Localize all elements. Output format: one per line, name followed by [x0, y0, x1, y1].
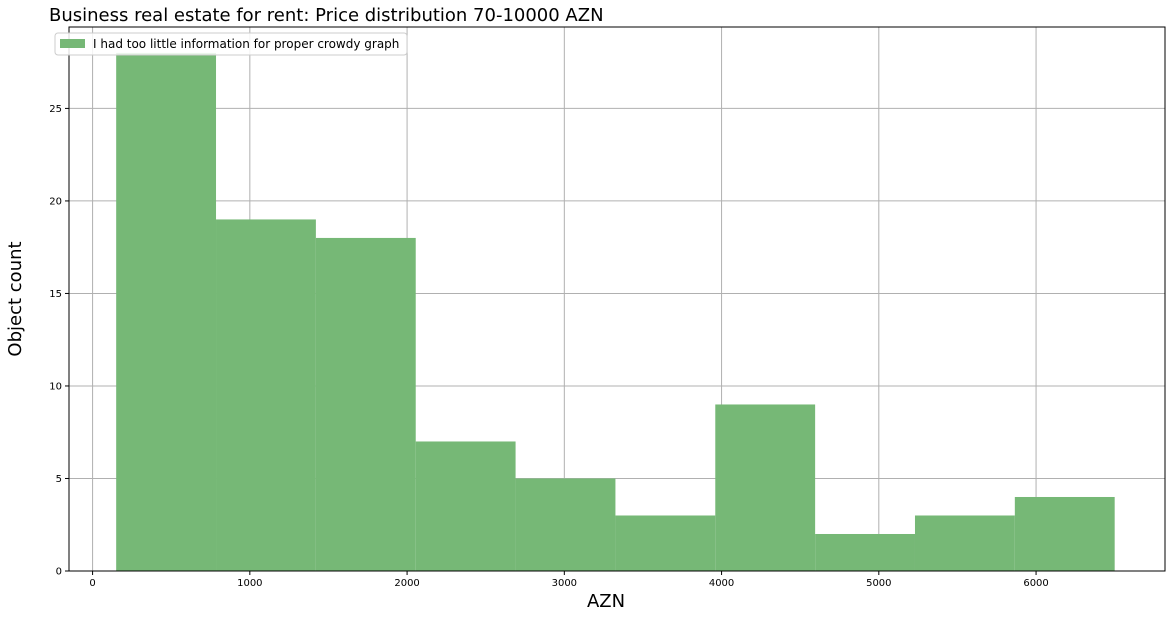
x-tick-label-1: 1000	[237, 578, 262, 589]
histogram-bar-6	[715, 404, 816, 571]
histogram-bar-1	[216, 219, 316, 572]
histogram-bar-2	[315, 237, 416, 571]
y-tick-label-3: 15	[49, 289, 62, 300]
histogram-bar-4	[515, 478, 616, 571]
y-axis-label: Object count	[5, 241, 26, 356]
histogram-bar-8	[914, 515, 1015, 571]
histogram-bar-3	[415, 441, 516, 571]
y-tick-label-4: 20	[49, 196, 62, 207]
x-tick-label-2: 2000	[394, 578, 419, 589]
legend-box	[54, 32, 408, 56]
x-axis-ticks: 0 1000 2000 3000 4000 5000 6000	[89, 571, 1049, 589]
x-tick-label-0: 0	[89, 578, 95, 589]
legend-swatch	[60, 39, 85, 48]
histogram-bar-9	[1014, 496, 1115, 571]
y-tick-label-0: 0	[56, 567, 62, 578]
x-tick-label-6: 6000	[1023, 578, 1048, 589]
x-tick-label-4: 4000	[709, 578, 734, 589]
plot-frame	[68, 26, 1166, 572]
y-tick-label-5: 25	[49, 104, 62, 115]
histogram-bar-7	[815, 533, 915, 571]
x-tick-label-5: 5000	[866, 578, 891, 589]
y-axis-ticks: 0 5 10 15 20 25	[49, 104, 69, 578]
x-tick-label-3: 3000	[552, 578, 577, 589]
histogram-bars	[116, 52, 1115, 572]
x-axis-label: AZN	[587, 591, 625, 612]
legend: I had too little information for proper …	[54, 32, 408, 56]
histogram-bar-0	[116, 52, 217, 571]
histogram-bar-5	[615, 515, 716, 571]
chart-title: Business real estate for rent: Price dis…	[49, 5, 604, 26]
y-tick-label-2: 10	[49, 381, 62, 392]
legend-label: I had too little information for proper …	[93, 37, 399, 51]
y-tick-label-1: 5	[56, 474, 62, 485]
